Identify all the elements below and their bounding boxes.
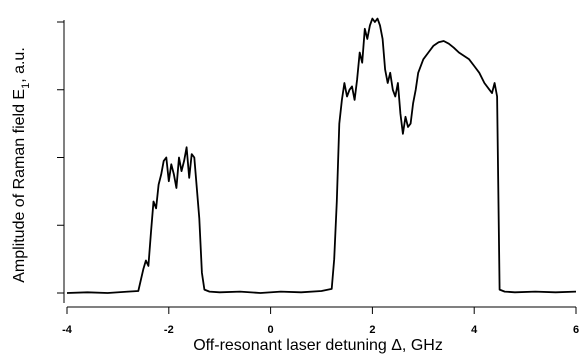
y-ticks xyxy=(57,21,64,294)
y-axis-label-subscript: 1 xyxy=(20,83,32,89)
y-axis-label-tail: , a.u. xyxy=(11,47,28,83)
x-tick-label: 4 xyxy=(471,324,478,336)
x-tick-label: -4 xyxy=(62,324,73,336)
x-ticks: -4 -2 0 2 4 6 xyxy=(62,307,579,336)
x-axis-label: Off-resonant laser detuning Δ, GHz xyxy=(193,337,443,354)
y-axis-label-main: Amplitude of Raman field E xyxy=(11,89,28,283)
x-tick-label: 6 xyxy=(573,324,579,336)
plot-frame xyxy=(63,20,576,308)
x-tick-label: -2 xyxy=(164,324,174,336)
x-tick-label: 0 xyxy=(268,324,274,336)
series-line xyxy=(66,17,577,294)
y-axis-label: Amplitude of Raman field E1, a.u. xyxy=(11,47,32,283)
x-tick-label: 2 xyxy=(369,324,375,336)
